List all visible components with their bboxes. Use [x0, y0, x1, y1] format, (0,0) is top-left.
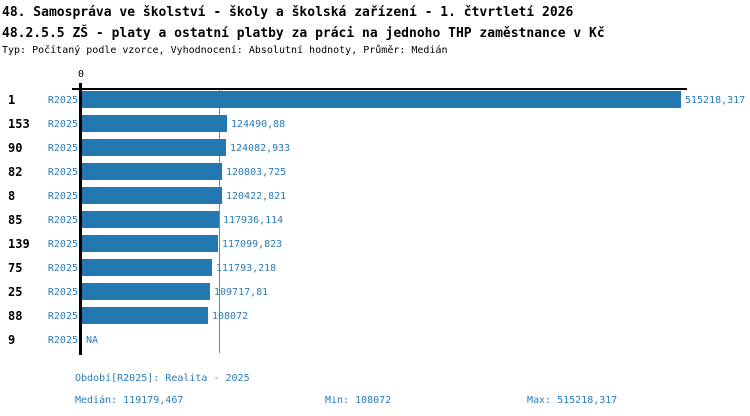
footer-period-label: Období[R2025]: Realita - 2025: [75, 373, 250, 384]
chart-row: 88 R2025 108072: [0, 307, 750, 331]
report-title-line1: 48. Samospráva ve školství - školy a ško…: [2, 5, 574, 20]
row-rank-label: 85: [8, 213, 23, 227]
footer-max-stat: Max: 515218,317: [527, 395, 618, 406]
bar-na-label: NA: [86, 335, 99, 346]
row-rank-label: 25: [8, 285, 23, 299]
chart-row: 85 R2025 117936,114: [0, 211, 750, 235]
row-series-label: R2025: [47, 95, 78, 106]
bar: [82, 139, 226, 156]
bar: [82, 211, 219, 228]
row-series-label: R2025: [47, 239, 78, 250]
y-axis-line: [79, 83, 82, 355]
row-series-label: R2025: [47, 215, 78, 226]
row-rank-label: 9: [8, 333, 16, 347]
report-meta-line: Typ: Počítaný podle vzorce, Vyhodnocení:…: [2, 45, 448, 56]
footer-median-stat: Medián: 119179,467: [75, 395, 184, 406]
row-rank-label: 82: [8, 165, 23, 179]
median-marker-line: [219, 90, 220, 353]
row-series-label: R2025: [47, 143, 78, 154]
row-rank-label: 139: [8, 237, 30, 251]
bar: [82, 91, 681, 108]
bar-value-label: 120422,821: [226, 191, 287, 202]
bar-value-label: 120803,725: [226, 167, 287, 178]
row-series-label: R2025: [47, 311, 78, 322]
bar: [82, 307, 208, 324]
bar-value-label: 111793,218: [216, 263, 277, 274]
x-axis-zero-tick-label: 0: [77, 69, 85, 80]
chart-row: 8 R2025 120422,821: [0, 187, 750, 211]
bar-value-label: 515218,317: [685, 95, 746, 106]
bar-value-label: 109717,81: [214, 287, 269, 298]
bar-value-label: 124082,933: [230, 143, 291, 154]
bar-value-label: 124490,88: [231, 119, 286, 130]
bar: [82, 187, 222, 204]
bar: [82, 115, 227, 132]
chart-row: 1 R2025 515218,317: [0, 91, 750, 115]
chart-row: 153 R2025 124490,88: [0, 115, 750, 139]
chart-row: 75 R2025 111793,218: [0, 259, 750, 283]
row-series-label: R2025: [47, 167, 78, 178]
row-series-label: R2025: [47, 263, 78, 274]
row-series-label: R2025: [47, 119, 78, 130]
chart-row: 9 R2025 NA: [0, 331, 750, 355]
row-series-label: R2025: [47, 335, 78, 346]
row-rank-label: 90: [8, 141, 23, 155]
bar: [82, 235, 218, 252]
row-rank-label: 75: [8, 261, 23, 275]
bar-value-label: 117936,114: [223, 215, 284, 226]
chart-row: 139 R2025 117099,823: [0, 235, 750, 259]
report-title-line2: 48.2.5.5 ZŠ - platy a ostatní platby za …: [2, 26, 605, 41]
bar: [82, 163, 222, 180]
row-rank-label: 1: [8, 93, 16, 107]
footer-min-stat: Min: 108072: [325, 395, 392, 406]
row-series-label: R2025: [47, 287, 78, 298]
bar-value-label: 117099,823: [222, 239, 283, 250]
chart-row: 82 R2025 120803,725: [0, 163, 750, 187]
row-series-label: R2025: [47, 191, 78, 202]
chart-row: 25 R2025 109717,81: [0, 283, 750, 307]
bar: [82, 259, 212, 276]
row-rank-label: 88: [8, 309, 23, 323]
chart-row: 90 R2025 124082,933: [0, 139, 750, 163]
bar: [82, 283, 210, 300]
row-rank-label: 153: [8, 117, 30, 131]
bar-value-label: 108072: [212, 311, 249, 322]
row-rank-label: 8: [8, 189, 16, 203]
x-axis-line: [72, 88, 687, 90]
